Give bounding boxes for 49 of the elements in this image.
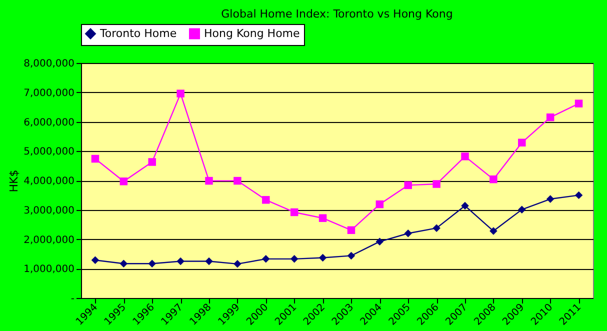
point <box>290 255 298 263</box>
y-tick-label: 4,000,000 <box>24 176 74 187</box>
point <box>574 191 583 200</box>
point <box>376 200 384 208</box>
point <box>290 208 298 216</box>
legend-label: Hong Kong Home <box>204 26 300 40</box>
point <box>461 152 469 160</box>
point <box>318 214 327 222</box>
point <box>234 176 242 185</box>
point <box>148 158 156 166</box>
chart-title: Global Home Index: Toronto vs Hong Kong <box>221 8 453 20</box>
point <box>262 255 270 263</box>
point <box>546 113 554 122</box>
y-tick-label: - <box>70 294 75 304</box>
y-tick-label: 1,000,000 <box>24 264 74 276</box>
point <box>518 138 526 146</box>
point <box>490 227 498 235</box>
point <box>404 181 412 190</box>
y-tick-label: 5,000,000 <box>24 146 74 158</box>
point <box>518 206 526 214</box>
point <box>376 238 384 246</box>
point <box>176 257 184 266</box>
y-axis-title: HK$ <box>8 170 21 192</box>
point <box>120 178 128 186</box>
point <box>574 100 583 108</box>
point <box>91 256 100 264</box>
point <box>318 254 327 262</box>
y-tick-label: 3,000,000 <box>24 205 74 216</box>
point <box>176 90 184 98</box>
point <box>234 260 242 268</box>
point <box>205 257 213 266</box>
y-tick-label: 6,000,000 <box>24 117 74 128</box>
point <box>432 180 440 188</box>
point <box>347 252 356 260</box>
point <box>262 196 270 204</box>
point <box>205 176 213 185</box>
point <box>120 260 128 268</box>
point <box>546 195 554 203</box>
point <box>461 202 469 210</box>
legend-label: Toronto Home <box>99 26 177 40</box>
point <box>347 226 356 234</box>
y-tick-label: 7,000,000 <box>24 88 74 99</box>
point <box>148 260 156 268</box>
y-tick-label: 8,000,000 <box>24 58 74 70</box>
point <box>91 154 100 163</box>
point <box>404 230 412 238</box>
point <box>432 224 440 232</box>
point <box>490 175 498 184</box>
y-tick-label: 2,000,000 <box>24 234 74 246</box>
